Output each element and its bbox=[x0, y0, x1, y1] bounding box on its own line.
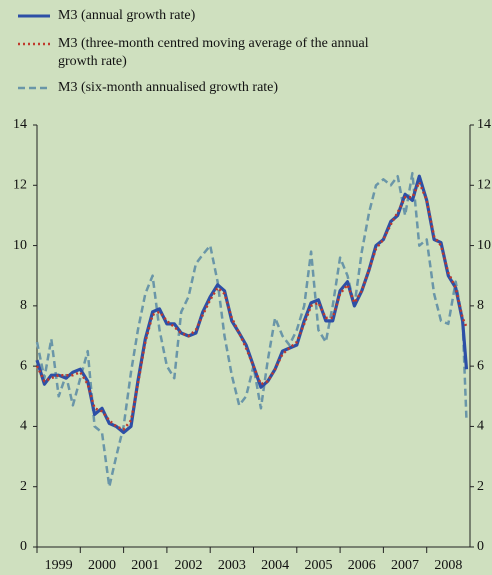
y2-tick-label: 4 bbox=[477, 419, 484, 434]
y-tick-label: 8 bbox=[20, 298, 27, 313]
series-line bbox=[35, 171, 468, 488]
y-tick-label: 0 bbox=[20, 539, 27, 554]
x-tick-label: 2005 bbox=[304, 558, 332, 573]
y2-tick-label: 2 bbox=[477, 479, 484, 494]
legend-label: M3 (three-month centred moving average o… bbox=[58, 36, 369, 69]
y-tick-label: 14 bbox=[13, 117, 27, 132]
y-tick-label: 2 bbox=[20, 479, 27, 494]
x-tick-label: 2003 bbox=[218, 558, 246, 573]
series-line bbox=[35, 174, 469, 435]
x-tick-label: 2006 bbox=[348, 558, 376, 573]
x-tick-label: 2004 bbox=[261, 558, 289, 573]
x-tick-label: 2008 bbox=[434, 558, 462, 573]
y2-tick-label: 14 bbox=[477, 117, 491, 132]
x-tick-label: 2007 bbox=[391, 558, 419, 573]
y2-tick-label: 0 bbox=[477, 539, 484, 554]
y-tick-label: 4 bbox=[20, 419, 27, 434]
x-tick-label: 2002 bbox=[175, 558, 203, 573]
y-tick-label: 6 bbox=[20, 358, 27, 373]
y2-tick-label: 12 bbox=[477, 178, 491, 193]
legend-label: M3 (annual growth rate) bbox=[58, 8, 196, 23]
y2-tick-label: 6 bbox=[477, 358, 484, 373]
legend-label: M3 (six-month annualised growth rate) bbox=[58, 80, 278, 95]
y-tick-label: 12 bbox=[13, 178, 27, 193]
x-tick-label: 2001 bbox=[131, 558, 159, 573]
x-tick-label: 2000 bbox=[88, 558, 116, 573]
y-tick-label: 10 bbox=[13, 238, 27, 253]
y2-tick-label: 8 bbox=[477, 298, 484, 313]
x-tick-label: 1999 bbox=[45, 558, 73, 573]
y2-tick-label: 10 bbox=[477, 238, 491, 253]
series-line bbox=[35, 181, 468, 431]
